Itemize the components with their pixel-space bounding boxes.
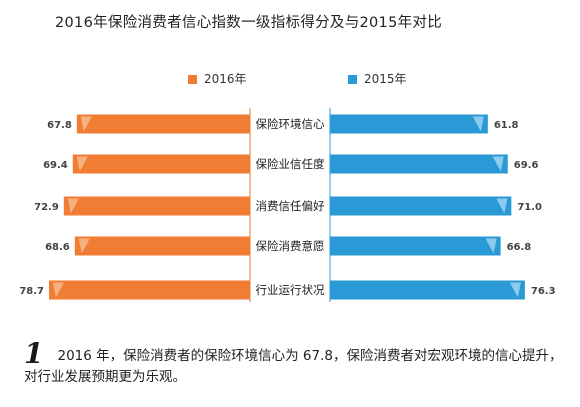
- bar-2016: [74, 236, 250, 256]
- legend-item-2016: 2016年: [188, 70, 247, 87]
- category-label: 保险消费意愿: [256, 239, 325, 253]
- bar-2016-marker: [80, 116, 92, 132]
- bar-2015: [330, 236, 501, 256]
- legend-swatch-2015: [348, 75, 357, 84]
- legend-swatch-2016: [188, 75, 197, 84]
- bar-2015: [330, 280, 525, 300]
- value-label-2015: 66.8: [507, 242, 532, 253]
- bar-2016-marker: [76, 156, 88, 172]
- category-label: 行业运行状况: [256, 283, 325, 297]
- bar-2015-marker: [472, 116, 484, 132]
- legend-label-2016: 2016年: [204, 72, 247, 86]
- bar-2016-marker: [78, 238, 90, 254]
- bar-2016: [49, 280, 250, 300]
- bar-2016: [72, 154, 250, 174]
- value-label-2016: 68.6: [45, 242, 70, 253]
- value-label-2016: 78.7: [19, 286, 44, 297]
- legend-item-2015: 2015年: [348, 70, 407, 87]
- bar-2016: [76, 114, 251, 134]
- caption-number: 1: [24, 337, 44, 370]
- value-label-2015: 61.8: [494, 120, 519, 131]
- bar-2015-marker: [496, 198, 508, 214]
- value-label-2015: 69.6: [514, 160, 539, 171]
- chart-title: 2016年保险消费者信心指数一级指标得分及与2015年对比: [55, 15, 443, 31]
- bar-2015: [330, 196, 512, 216]
- bar-2015-marker: [485, 238, 497, 254]
- value-label-2016: 69.4: [43, 160, 68, 171]
- bar-2016: [63, 196, 250, 216]
- bar-2015-marker: [492, 156, 504, 172]
- caption-paragraph: 1 2016 年，保险消费者的保险环境信心为 67.8，保险消费者对宏观环境的信心…: [24, 337, 564, 388]
- bar-2015: [330, 114, 488, 134]
- legend-label-2015: 2015年: [364, 72, 407, 86]
- value-label-2016: 67.8: [47, 120, 72, 131]
- value-label-2016: 72.9: [34, 202, 59, 213]
- category-label: 保险业信任度: [256, 157, 325, 171]
- value-label-2015: 76.3: [531, 286, 556, 297]
- caption-text: 2016 年，保险消费者的保险环境信心为 67.8，保险消费者对宏观环境的信心提…: [24, 348, 563, 385]
- value-label-2015: 71.0: [517, 202, 542, 213]
- category-label: 消费信任偏好: [256, 199, 325, 213]
- bar-2015: [330, 154, 508, 174]
- bar-2016-marker: [53, 282, 64, 298]
- bar-2016-marker: [67, 198, 79, 214]
- category-label: 保险环境信心: [256, 117, 325, 131]
- bar-2015-marker: [509, 282, 521, 298]
